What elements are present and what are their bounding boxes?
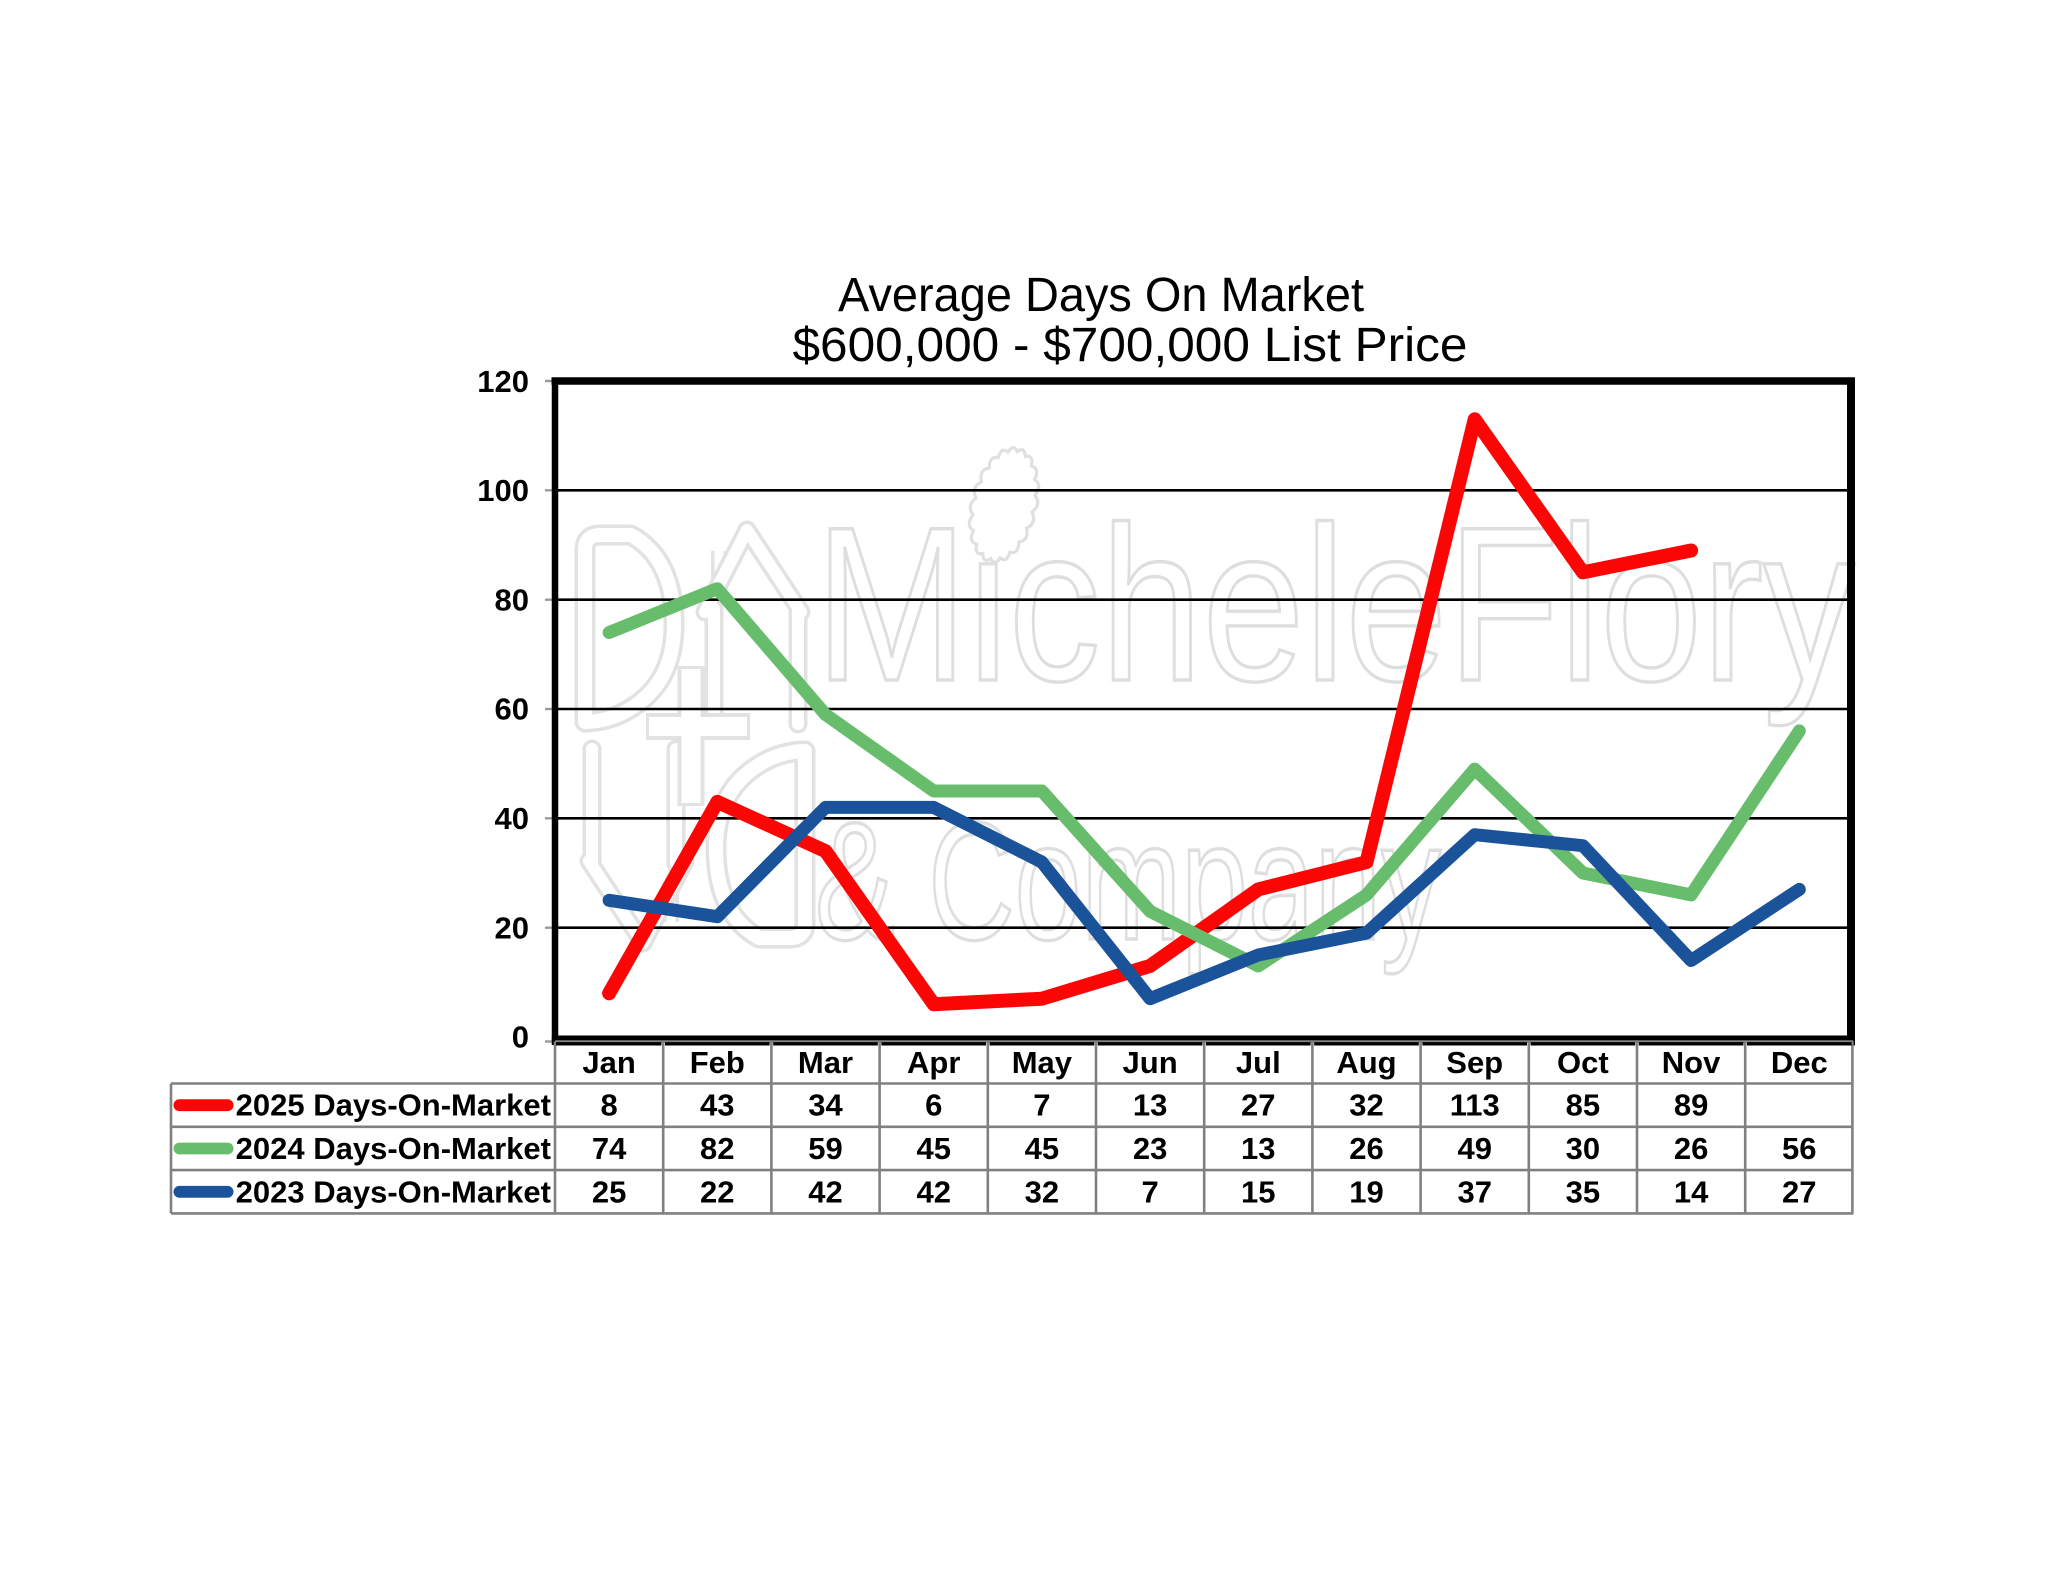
svg-text:32: 32 bbox=[1349, 1088, 1383, 1123]
svg-text:59: 59 bbox=[808, 1131, 842, 1166]
svg-text:56: 56 bbox=[1782, 1131, 1816, 1166]
svg-text:23: 23 bbox=[1133, 1131, 1167, 1166]
svg-text:2023 Days-On-Market: 2023 Days-On-Market bbox=[236, 1174, 551, 1209]
svg-text:Aug: Aug bbox=[1336, 1045, 1396, 1080]
svg-text:80: 80 bbox=[495, 582, 529, 617]
svg-text:30: 30 bbox=[1566, 1131, 1600, 1166]
svg-text:22: 22 bbox=[700, 1174, 734, 1209]
svg-text:27: 27 bbox=[1241, 1088, 1275, 1123]
svg-text:13: 13 bbox=[1241, 1131, 1275, 1166]
svg-text:74: 74 bbox=[592, 1131, 627, 1166]
svg-text:85: 85 bbox=[1566, 1088, 1600, 1123]
svg-text:Jun: Jun bbox=[1123, 1045, 1178, 1080]
svg-text:35: 35 bbox=[1566, 1174, 1600, 1209]
svg-text:45: 45 bbox=[916, 1131, 950, 1166]
svg-text:Apr: Apr bbox=[907, 1045, 960, 1080]
svg-text:42: 42 bbox=[916, 1174, 950, 1209]
svg-text:Jan: Jan bbox=[582, 1045, 635, 1080]
svg-text:27: 27 bbox=[1782, 1174, 1816, 1209]
svg-text:45: 45 bbox=[1025, 1131, 1059, 1166]
svg-text:19: 19 bbox=[1349, 1174, 1383, 1209]
svg-text:$600,000 - $700,000 List Price: $600,000 - $700,000 List Price bbox=[793, 319, 1468, 372]
svg-text:2025 Days-On-Market: 2025 Days-On-Market bbox=[236, 1088, 551, 1123]
svg-text:25: 25 bbox=[592, 1174, 626, 1209]
svg-text:8: 8 bbox=[600, 1088, 617, 1123]
svg-text:113: 113 bbox=[1450, 1088, 1500, 1123]
svg-text:0: 0 bbox=[512, 1020, 529, 1055]
svg-text:7: 7 bbox=[1141, 1174, 1158, 1209]
svg-text:82: 82 bbox=[700, 1131, 734, 1166]
svg-text:26: 26 bbox=[1349, 1131, 1383, 1166]
svg-text:37: 37 bbox=[1457, 1174, 1491, 1209]
svg-text:Nov: Nov bbox=[1662, 1045, 1721, 1080]
svg-text:32: 32 bbox=[1025, 1174, 1059, 1209]
svg-text:40: 40 bbox=[495, 801, 529, 836]
svg-text:Oct: Oct bbox=[1557, 1045, 1609, 1080]
svg-text:2024 Days-On-Market: 2024 Days-On-Market bbox=[236, 1131, 551, 1166]
svg-text:Jul: Jul bbox=[1236, 1045, 1281, 1080]
svg-text:Mar: Mar bbox=[798, 1045, 853, 1080]
svg-text:7: 7 bbox=[1033, 1088, 1050, 1123]
svg-text:13: 13 bbox=[1133, 1088, 1167, 1123]
svg-text:60: 60 bbox=[495, 692, 529, 727]
svg-text:89: 89 bbox=[1674, 1088, 1708, 1123]
svg-text:43: 43 bbox=[700, 1088, 734, 1123]
svg-text:14: 14 bbox=[1674, 1174, 1709, 1209]
svg-text:6: 6 bbox=[925, 1088, 942, 1123]
svg-text:49: 49 bbox=[1457, 1131, 1491, 1166]
svg-text:May: May bbox=[1012, 1045, 1073, 1080]
svg-text:Average Days On Market: Average Days On Market bbox=[838, 269, 1364, 322]
svg-text:120: 120 bbox=[477, 364, 529, 399]
svg-text:42: 42 bbox=[808, 1174, 842, 1209]
svg-text:Dec: Dec bbox=[1771, 1045, 1828, 1080]
svg-text:15: 15 bbox=[1241, 1174, 1275, 1209]
svg-text:20: 20 bbox=[495, 910, 529, 945]
svg-text:100: 100 bbox=[477, 473, 529, 508]
svg-text:Sep: Sep bbox=[1446, 1045, 1503, 1080]
svg-text:Feb: Feb bbox=[690, 1045, 745, 1080]
svg-text:26: 26 bbox=[1674, 1131, 1708, 1166]
svg-text:34: 34 bbox=[808, 1088, 843, 1123]
